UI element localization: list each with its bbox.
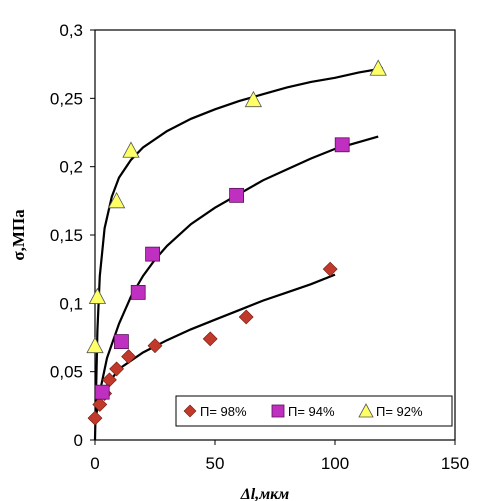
data-point-series-1 bbox=[87, 410, 103, 426]
data-point-series-3 bbox=[86, 336, 104, 354]
data-point-series-1 bbox=[147, 338, 163, 354]
legend bbox=[175, 395, 453, 427]
data-point-series-1 bbox=[202, 331, 218, 347]
x-tick-label: 0 bbox=[90, 454, 99, 473]
data-point-series-2 bbox=[229, 187, 245, 203]
data-point-series-2 bbox=[145, 246, 161, 262]
data-point-series-3 bbox=[88, 287, 107, 304]
plot-area bbox=[94, 29, 456, 441]
legend-marker bbox=[271, 404, 285, 418]
data-point-series-3 bbox=[122, 141, 140, 158]
x-axis-label: Δl,мкм bbox=[240, 486, 290, 501]
y-tick-label: 0,1 bbox=[59, 294, 83, 313]
legend-label: П= 92% bbox=[376, 404, 423, 419]
data-point-series-2 bbox=[114, 334, 129, 350]
y-tick-label: 0,25 bbox=[50, 89, 83, 108]
data-point-series-3 bbox=[369, 59, 387, 76]
data-point-series-2 bbox=[334, 137, 350, 153]
data-point-series-1 bbox=[322, 261, 338, 277]
y-axis-label: σ,МПа bbox=[9, 209, 28, 261]
legend-marker bbox=[183, 404, 197, 418]
x-tick-label: 150 bbox=[441, 454, 469, 473]
data-point-series-3 bbox=[107, 191, 126, 209]
y-tick-label: 0,2 bbox=[59, 158, 83, 177]
x-tick-label: 100 bbox=[321, 454, 349, 473]
legend-marker bbox=[358, 403, 374, 418]
x-tick-label: 50 bbox=[206, 454, 225, 473]
y-tick-label: 0,15 bbox=[50, 226, 83, 245]
legend-label: П= 94% bbox=[288, 404, 335, 419]
data-point-series-1 bbox=[109, 361, 125, 377]
data-point-series-1 bbox=[121, 349, 137, 365]
trend-line-3 bbox=[93, 67, 384, 441]
y-tick-label: 0 bbox=[74, 431, 83, 450]
legend-label: П= 98% bbox=[200, 404, 247, 419]
data-point-series-3 bbox=[244, 90, 263, 108]
y-tick-label: 0,05 bbox=[50, 363, 83, 382]
data-point-series-1 bbox=[238, 309, 254, 325]
data-point-series-2 bbox=[130, 284, 146, 300]
y-tick-label: 0,3 bbox=[59, 21, 83, 40]
data-point-series-1 bbox=[92, 397, 108, 412]
data-point-series-2 bbox=[94, 384, 110, 400]
